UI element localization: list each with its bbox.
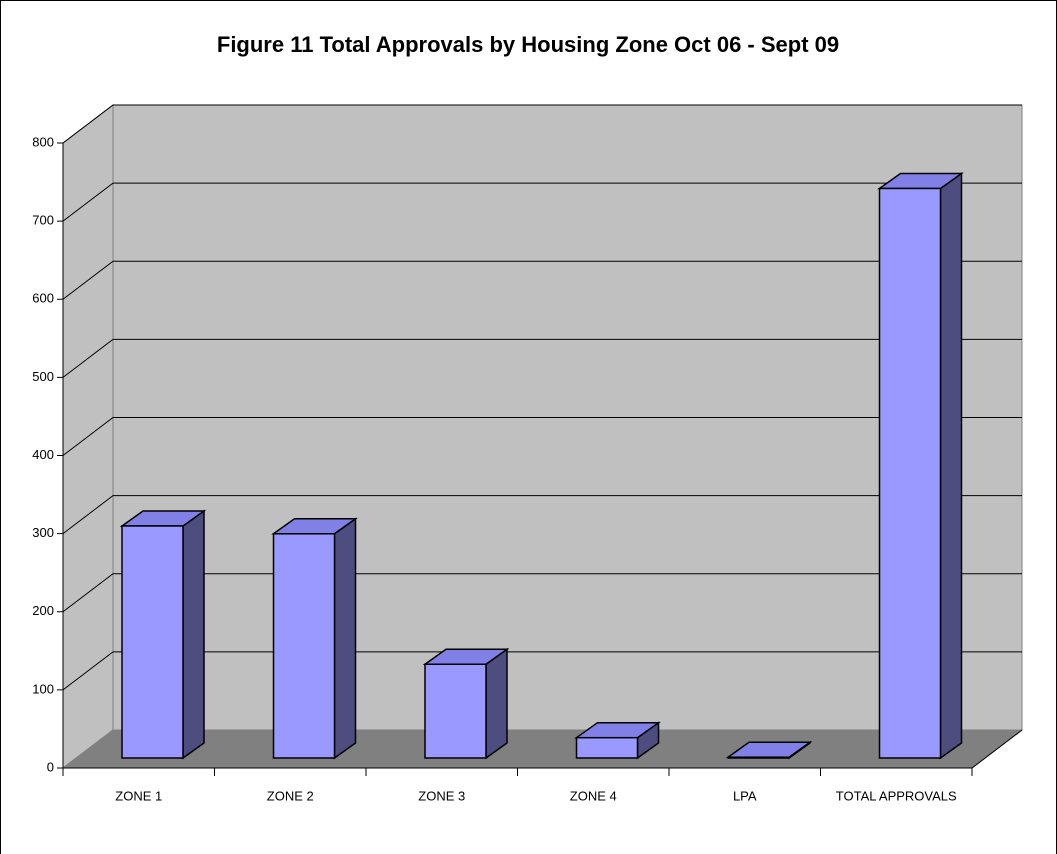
grid-line: [62, 182, 1022, 222]
grid-line: [62, 417, 1022, 456]
bar-side: [939, 172, 963, 760]
bar-side: [333, 517, 357, 760]
y-tick-label: 600: [32, 291, 54, 306]
y-tick-label: 400: [32, 447, 54, 462]
bar: [727, 756, 790, 759]
x-tick-label: ZONE 2: [267, 788, 314, 803]
bar-side: [182, 509, 205, 760]
x-tick-label: ZONE 3: [418, 788, 465, 803]
y-tick-label: 700: [32, 213, 54, 228]
y-tick-label: 500: [32, 369, 54, 384]
grid-line: [62, 260, 1022, 300]
x-axis-depth: [971, 729, 1023, 769]
grid-line: [62, 338, 1022, 378]
bar: [121, 525, 184, 759]
y-tick-label: 200: [32, 603, 54, 618]
chart-title: Figure 11 Total Approvals by Housing Zon…: [217, 32, 839, 57]
y-tick-label: 800: [32, 134, 54, 149]
bar: [575, 736, 639, 759]
x-tick-label: TOTAL APPROVALS: [836, 788, 957, 803]
grid-line: [62, 104, 1022, 144]
y-tick-label: 0: [47, 759, 54, 774]
grid-line: [62, 651, 1022, 691]
y-tick-label: 100: [32, 681, 54, 696]
floor: [61, 729, 1024, 769]
x-tick-label: ZONE 4: [570, 788, 617, 803]
bar: [424, 663, 487, 759]
bar: [878, 187, 942, 759]
bar-side: [485, 647, 508, 760]
grid-line: [62, 573, 1022, 613]
y-tick-label: 300: [32, 525, 54, 540]
grid-line: [62, 495, 1022, 535]
bar: [272, 533, 336, 759]
x-tick-label: LPA: [733, 788, 757, 803]
x-tick-label: ZONE 1: [115, 788, 162, 803]
